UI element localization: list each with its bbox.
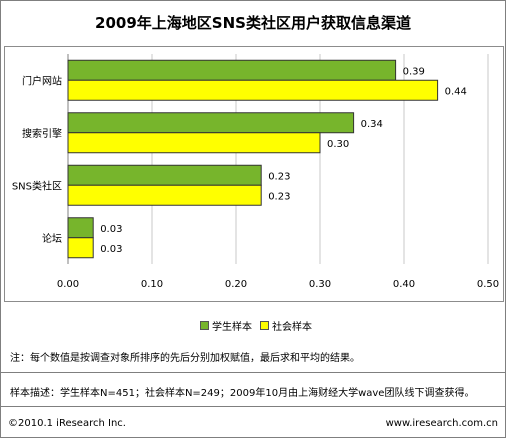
website: www.iresearch.com.cn <box>385 418 498 429</box>
bar <box>67 217 94 239</box>
data-label: 0.03 <box>100 224 122 235</box>
x-tick-label: 0.50 <box>477 279 499 290</box>
category-label: SNS类社区 <box>12 179 62 192</box>
divider <box>0 406 506 407</box>
data-label: 0.23 <box>268 171 290 182</box>
bar <box>67 237 94 259</box>
bar <box>67 79 439 101</box>
bar <box>67 59 397 81</box>
x-tick-label: 0.00 <box>57 279 79 290</box>
x-tick-label: 0.40 <box>393 279 415 290</box>
legend: 学生样本 社会样本 <box>200 318 320 333</box>
x-tick-label: 0.20 <box>225 279 247 290</box>
data-label: 0.34 <box>361 119 383 130</box>
bar <box>67 132 321 154</box>
legend-item-student: 学生样本 <box>200 318 252 333</box>
legend-label-society: 社会样本 <box>272 321 312 333</box>
legend-label-student: 学生样本 <box>212 321 252 333</box>
chart-title: 2009年上海地区SNS类社区用户获取信息渠道 <box>95 14 411 32</box>
data-label: 0.03 <box>100 244 122 255</box>
category-label: 门户网站 <box>22 74 62 87</box>
plot-border <box>4 46 504 302</box>
data-label: 0.23 <box>268 191 290 202</box>
copyright: ©2010.1 iResearch Inc. <box>8 418 126 429</box>
sample-description: 样本描述：学生样本N=451；社会样本N=249；2009年10月由上海财经大学… <box>10 388 475 399</box>
bar <box>67 112 355 134</box>
data-label: 0.39 <box>403 66 425 77</box>
legend-swatch-society <box>260 320 269 330</box>
legend-swatch-student <box>200 320 209 330</box>
divider <box>0 372 506 373</box>
x-tick-label: 0.30 <box>309 279 331 290</box>
category-label: 论坛 <box>42 232 62 245</box>
category-label: 搜索引擎 <box>22 127 62 140</box>
data-label: 0.30 <box>327 139 349 150</box>
x-tick-label: 0.10 <box>141 279 163 290</box>
data-label: 0.44 <box>445 86 467 97</box>
chart-note: 注：每个数值是按调查对象所排序的先后分别加权赋值，最后求和平均的结果。 <box>10 353 360 364</box>
bar <box>67 164 262 186</box>
legend-item-society: 社会样本 <box>260 318 312 333</box>
bar <box>67 184 262 206</box>
